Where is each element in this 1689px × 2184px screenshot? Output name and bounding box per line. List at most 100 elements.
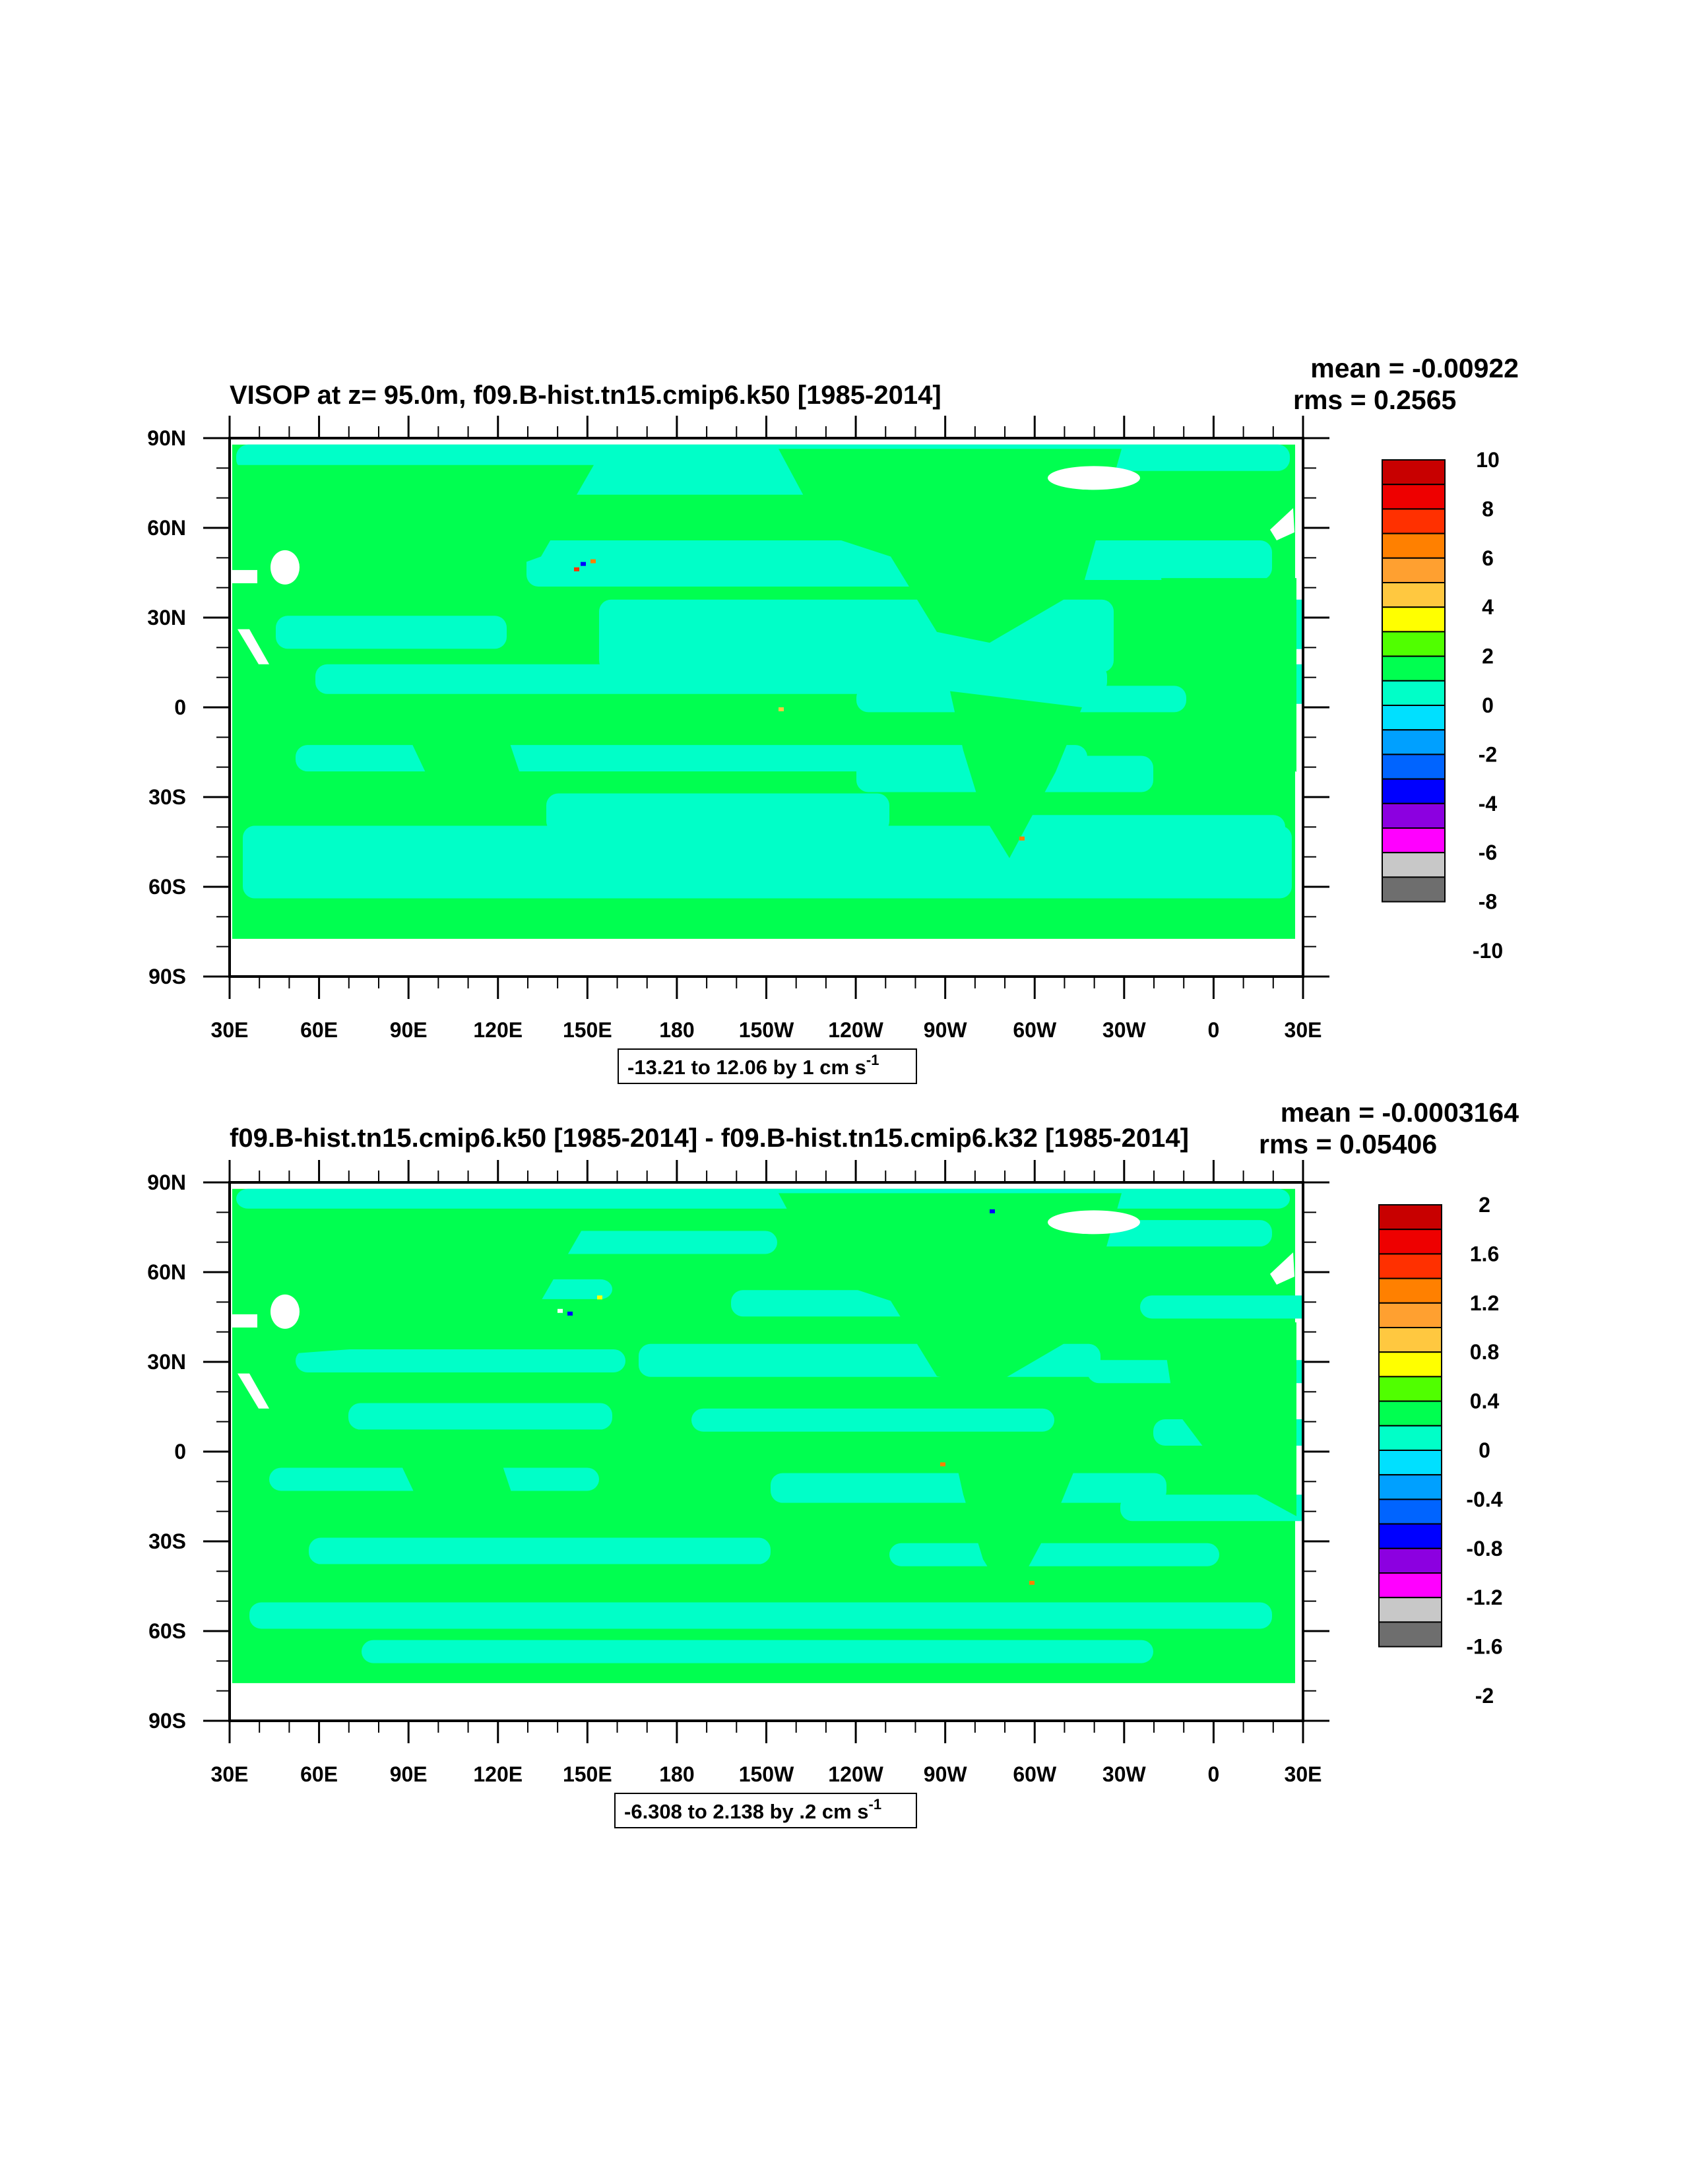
missing-data-greenland	[1048, 466, 1140, 490]
field-band	[348, 1403, 612, 1430]
lat-tick-label: 30N	[147, 606, 186, 629]
land-region	[238, 465, 594, 611]
land-region	[402, 718, 521, 794]
colorbar-label: 0.4	[1470, 1390, 1500, 1413]
colorbar-box	[1378, 1277, 1442, 1304]
colorbar-box	[1382, 582, 1446, 608]
land-region	[950, 1435, 1082, 1603]
colorbar-label: 6	[1482, 546, 1494, 570]
field-speckle	[779, 707, 784, 711]
colorbar-box	[1378, 1450, 1442, 1476]
colorbar-box	[1378, 1498, 1442, 1525]
land-region	[238, 1209, 594, 1355]
colorbar-label: 1.2	[1470, 1291, 1499, 1315]
colorbar-box	[1382, 459, 1446, 486]
missing-data-lake	[271, 550, 300, 585]
lon-tick-label: 150W	[739, 1762, 794, 1786]
lat-tick-label: 0	[174, 1440, 186, 1463]
colorbar-box	[1382, 827, 1446, 854]
colorbar-label: -2	[1479, 742, 1497, 766]
map-panel-2: 30E 60E 90E 120E 150E 180 150W 120W 90W 60W 30W 0 30…	[147, 1097, 1519, 1828]
lon-tick-label: 180	[659, 1018, 694, 1042]
colorbar-box	[1378, 1327, 1442, 1353]
lon-tick-label: 60E	[300, 1762, 338, 1786]
map-field	[230, 1182, 1303, 1721]
lat-tick-label: 90S	[148, 1709, 186, 1733]
missing-data-red-sea	[238, 629, 269, 664]
colorbar-label: -0.8	[1466, 1537, 1502, 1560]
colorbar-box	[1378, 1204, 1442, 1231]
rms-stat: rms = 0.2565	[1293, 385, 1456, 415]
colorbar-label: 0.8	[1470, 1340, 1499, 1364]
field-speckle	[581, 562, 586, 566]
lon-tick-label: 120W	[828, 1018, 883, 1042]
colorbar-box	[1378, 1253, 1442, 1279]
mean-stat: mean = -0.0003164	[1281, 1097, 1519, 1128]
colorbar-box	[1378, 1351, 1442, 1378]
colorbar-box	[1378, 1302, 1442, 1329]
map-panel-1: 30E 60E 90E 120E 150E 180 150W 120W 90W 60W 30W 0 30…	[147, 353, 1519, 1084]
colorbar-box	[1378, 1621, 1442, 1648]
colorbar-label: 0	[1482, 693, 1494, 717]
lon-tick-label: 180	[659, 1762, 694, 1786]
field-band	[856, 686, 1186, 713]
colorbar-label: 2	[1482, 645, 1494, 668]
colorbar-label: -1.6	[1466, 1635, 1502, 1659]
land-region	[779, 1193, 1122, 1388]
lon-tick-label: 30E	[1285, 1762, 1322, 1786]
field-band	[526, 540, 936, 587]
colorbar-label: -2	[1475, 1684, 1494, 1708]
colorbar-box	[1382, 655, 1446, 682]
field-speckle	[597, 1295, 602, 1300]
field-band	[276, 616, 507, 649]
colorbar-box	[1382, 532, 1446, 559]
lon-tick-label: 60W	[1013, 1762, 1057, 1786]
land-region	[779, 449, 1122, 643]
colorbar-box	[1382, 508, 1446, 534]
field-speckle	[558, 1308, 563, 1313]
field-speckle	[590, 559, 596, 563]
field-speckle	[940, 1462, 945, 1467]
lon-tick-label: 0	[1208, 1762, 1220, 1786]
missing-data-red-sea	[238, 1373, 269, 1409]
colorbar-box	[1382, 876, 1446, 903]
lon-tick-label: 150W	[739, 1018, 794, 1042]
colorbar-label: -0.4	[1466, 1487, 1502, 1511]
lat-tick-label: 60N	[147, 516, 186, 540]
missing-data-caspian	[1270, 508, 1294, 541]
colorbar-box	[1378, 1597, 1442, 1623]
land-region	[1161, 578, 1296, 772]
missing-data-caspian	[1270, 1252, 1294, 1285]
colorbar-label: 8	[1482, 497, 1494, 521]
lon-tick-label: 30E	[211, 1018, 249, 1042]
missing-data-lake	[232, 1314, 257, 1328]
field-band	[249, 1602, 1272, 1629]
contour-range-text: -13.21 to 12.06 by 1 cm s-1	[627, 1052, 879, 1079]
field-band	[691, 1408, 1054, 1432]
colorbar-box	[1382, 705, 1446, 731]
field-band	[546, 793, 889, 833]
missing-data-lake	[271, 1294, 300, 1329]
field-band	[296, 1349, 625, 1372]
colorbar-box	[1378, 1572, 1442, 1599]
colorbar-box	[1378, 1547, 1442, 1574]
contour-range-text: -6.308 to 2.138 by .2 cm s-1	[624, 1796, 881, 1823]
colorbar-box	[1378, 1523, 1442, 1549]
colorbar-label: 0	[1479, 1438, 1490, 1462]
colorbar-box	[1382, 729, 1446, 755]
lat-tick-label: 0	[174, 695, 186, 719]
colorbar-label: 4	[1482, 595, 1494, 619]
field-speckle	[574, 567, 579, 571]
colorbar-label: 1.6	[1470, 1242, 1499, 1266]
field-band	[889, 1543, 1219, 1566]
field-speckle	[1029, 1580, 1035, 1585]
colorbar-box	[1382, 631, 1446, 657]
colorbar-box	[1378, 1400, 1442, 1427]
colorbar-box	[1382, 680, 1446, 707]
colorbar-box	[1378, 1425, 1442, 1452]
panel-title: VISOP at z= 95.0m, f09.B-hist.tn15.cmip6…	[230, 381, 941, 410]
missing-data-greenland	[1048, 1210, 1140, 1235]
panel-title: f09.B-hist.tn15.cmip6.k50 [1985-2014] - …	[230, 1124, 1189, 1153]
mean-stat: mean = -0.00922	[1310, 353, 1519, 383]
lat-tick-label: 60S	[148, 1619, 186, 1643]
